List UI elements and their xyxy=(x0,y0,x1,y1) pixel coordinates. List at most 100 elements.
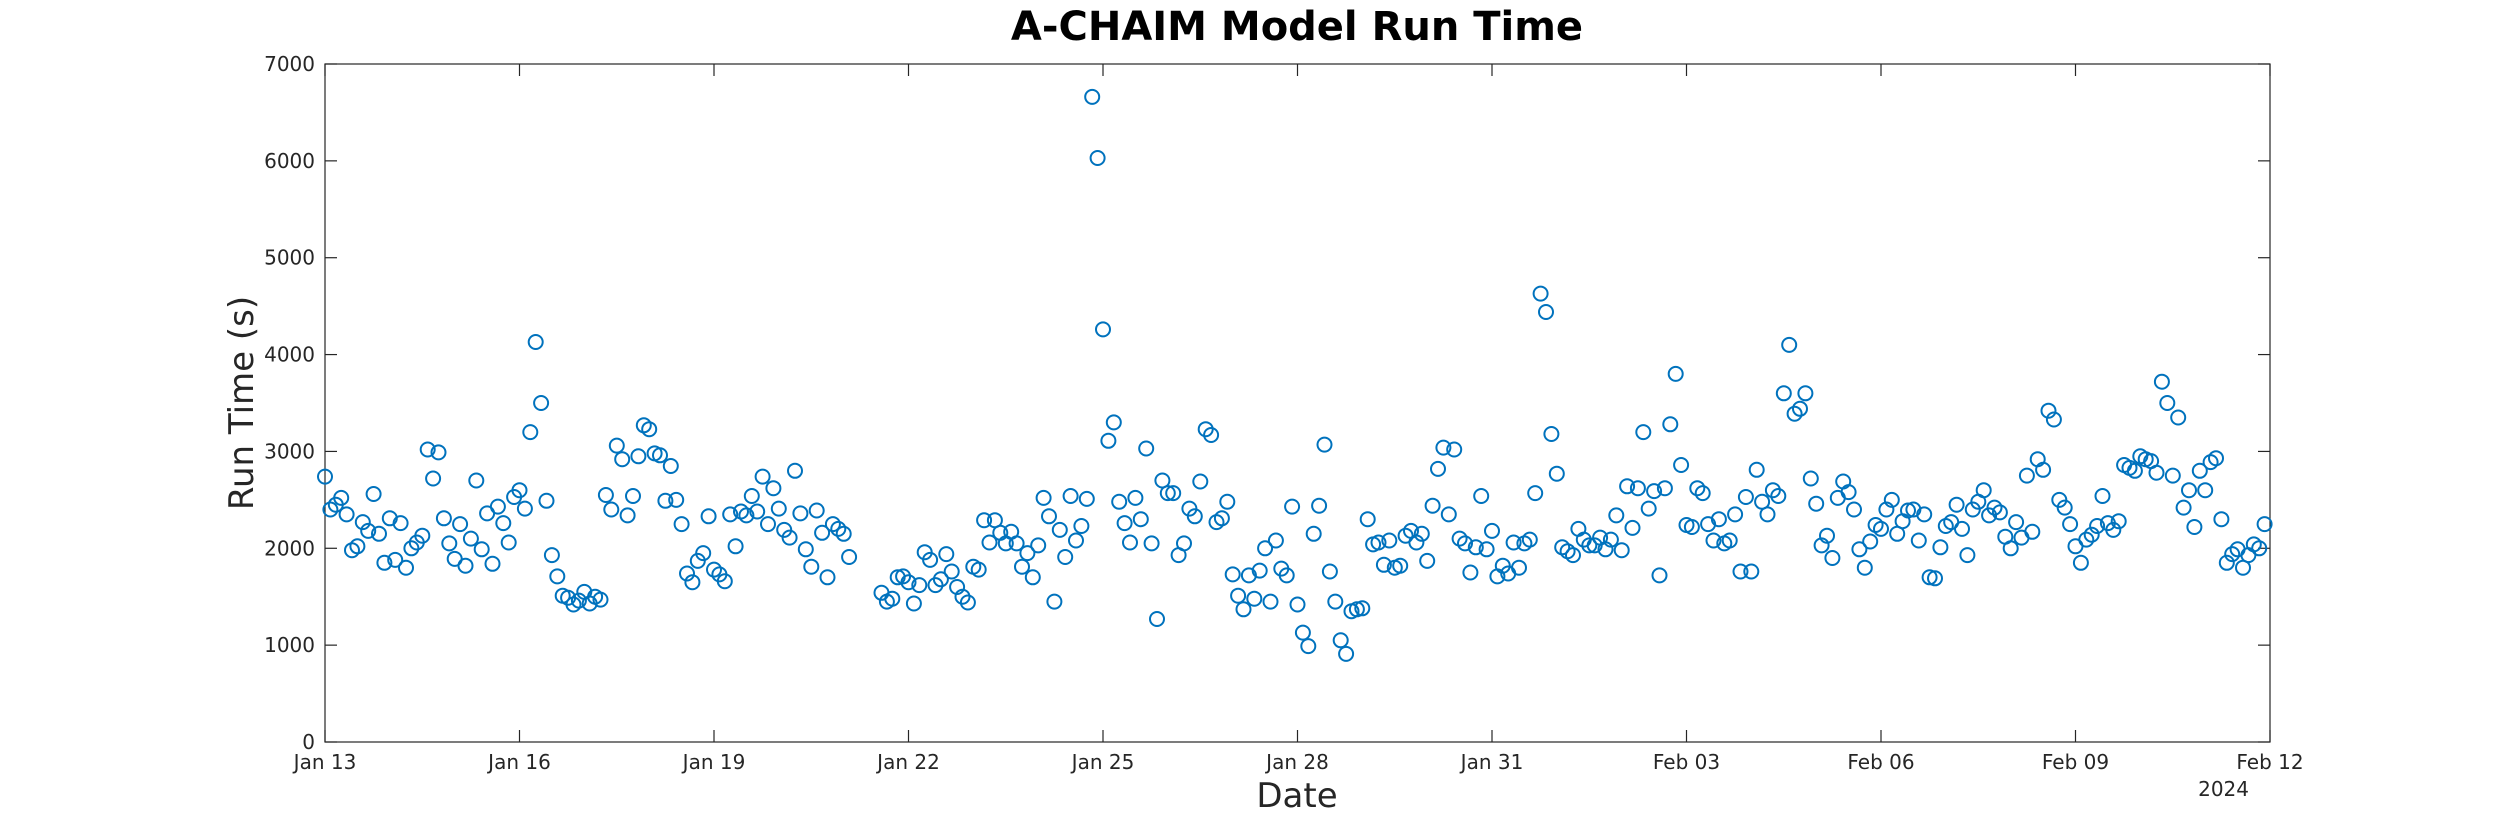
data-point xyxy=(365,486,382,502)
data-point xyxy=(1602,531,1619,548)
data-point xyxy=(1910,532,1927,549)
data-point xyxy=(2056,499,2073,516)
data-point xyxy=(1127,489,1144,506)
data-point xyxy=(662,458,679,474)
data-point xyxy=(2110,513,2127,530)
data-point xyxy=(1068,532,1084,549)
data-point xyxy=(2208,450,2224,467)
data-point xyxy=(2008,514,2025,531)
data-point xyxy=(592,591,609,608)
data-point xyxy=(673,516,690,533)
data-point xyxy=(781,529,798,546)
data-point xyxy=(2045,411,2062,428)
data-point xyxy=(1467,539,1484,556)
data-point xyxy=(2002,540,2019,557)
data-point xyxy=(824,516,841,533)
data-point xyxy=(1824,550,1841,566)
data-point xyxy=(1111,493,1128,510)
data-point xyxy=(2126,462,2143,479)
data-point xyxy=(1856,559,1873,576)
data-point xyxy=(457,557,474,574)
data-points xyxy=(317,88,2273,662)
data-point xyxy=(1851,541,1868,558)
data-point xyxy=(1267,532,1284,549)
data-point xyxy=(1921,569,1938,586)
data-point xyxy=(1327,593,1344,610)
data-point xyxy=(1251,562,1268,579)
data-point xyxy=(976,512,993,529)
data-point xyxy=(376,554,393,571)
data-point xyxy=(2094,488,2111,504)
data-point xyxy=(1819,527,1835,544)
data-point xyxy=(1294,624,1311,641)
data-point xyxy=(1986,499,2003,516)
data-point xyxy=(1873,520,1889,537)
data-point xyxy=(922,551,939,568)
data-point xyxy=(1732,563,1749,580)
data-point xyxy=(398,559,414,576)
data-point xyxy=(1462,564,1479,581)
data-point xyxy=(1683,519,1700,535)
data-point xyxy=(2186,519,2203,535)
data-point xyxy=(1262,593,1279,610)
data-point xyxy=(1284,498,1301,515)
data-point xyxy=(1186,508,1203,525)
data-point xyxy=(1846,501,1862,518)
data-point xyxy=(1051,521,1068,538)
x-tick-label: Jan 16 xyxy=(486,750,551,774)
data-point xyxy=(630,448,647,465)
y-tick-label: 2000 xyxy=(264,536,315,560)
data-point xyxy=(473,541,490,558)
data-point xyxy=(2197,482,2214,499)
data-point xyxy=(435,510,452,527)
data-point xyxy=(1629,480,1646,497)
data-point xyxy=(1721,532,1738,549)
data-point xyxy=(911,577,928,594)
data-point xyxy=(1122,534,1138,551)
data-point xyxy=(808,502,825,519)
data-point xyxy=(1619,478,1636,495)
data-point xyxy=(441,535,458,552)
data-point xyxy=(1257,540,1274,557)
data-point xyxy=(684,574,701,591)
data-point xyxy=(706,561,722,578)
data-point xyxy=(803,558,820,575)
data-point xyxy=(1176,535,1192,552)
data-point xyxy=(1975,482,1992,499)
data-point xyxy=(841,549,858,565)
y-tick-label: 4000 xyxy=(264,343,315,367)
data-point xyxy=(738,507,755,524)
data-point xyxy=(1878,501,1895,518)
data-point xyxy=(1662,416,1679,433)
data-point xyxy=(1332,632,1349,649)
data-point xyxy=(2251,540,2268,557)
data-point xyxy=(614,451,631,468)
data-point xyxy=(1084,88,1101,105)
data-point xyxy=(754,468,771,485)
data-point xyxy=(1392,557,1409,574)
data-point xyxy=(549,568,566,585)
data-point xyxy=(1408,534,1425,551)
data-point xyxy=(1192,473,1209,490)
data-point xyxy=(2191,462,2208,479)
data-point xyxy=(1543,426,1560,442)
data-point xyxy=(1078,490,1095,507)
data-point xyxy=(1840,484,1857,501)
data-point xyxy=(371,525,387,542)
data-point xyxy=(533,395,550,411)
data-point xyxy=(1041,508,1057,525)
data-point xyxy=(2035,461,2052,478)
data-point xyxy=(1786,405,1803,422)
data-point xyxy=(884,590,901,607)
data-point xyxy=(760,516,776,533)
x-tick-label: Jan 22 xyxy=(875,750,940,774)
data-point xyxy=(522,424,539,441)
data-point xyxy=(727,538,744,555)
x-tick-label: Jan 31 xyxy=(1459,750,1524,774)
data-point xyxy=(2040,402,2057,419)
data-point xyxy=(1932,539,1949,556)
data-point xyxy=(425,470,442,487)
data-point xyxy=(1311,497,1328,514)
data-point xyxy=(1883,491,1900,508)
